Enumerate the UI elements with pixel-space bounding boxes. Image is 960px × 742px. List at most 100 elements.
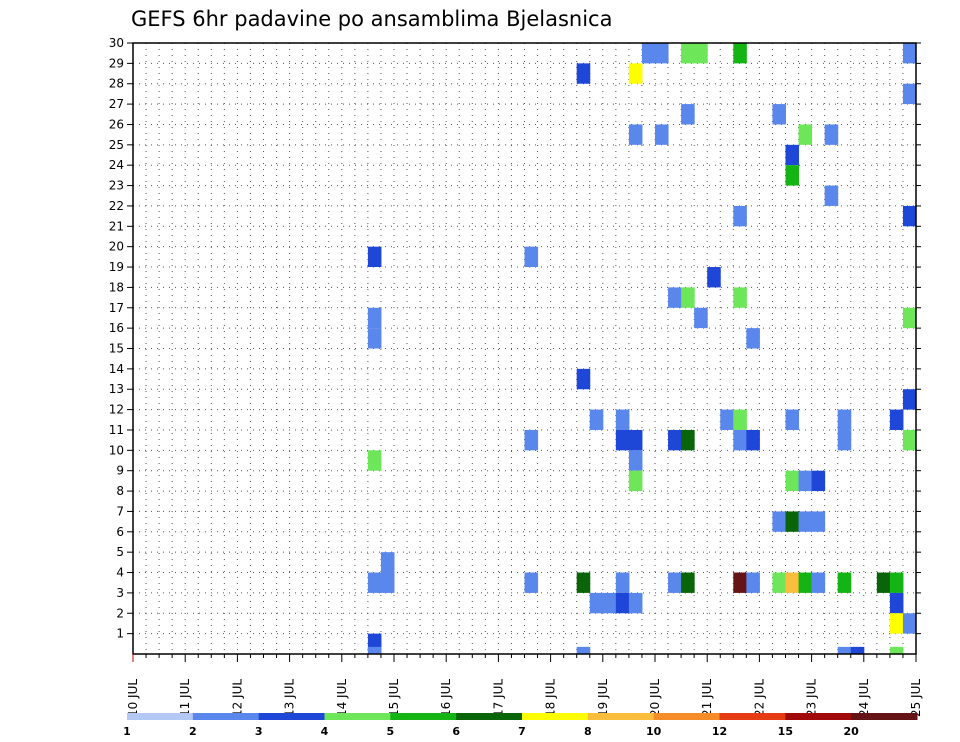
legend-swatch	[522, 713, 589, 720]
legend-label: 10	[646, 725, 662, 738]
x-tick-label: 16 JUL	[439, 679, 453, 717]
heatmap-cell	[694, 307, 708, 329]
heatmap-cell	[380, 572, 395, 593]
heatmap-cell	[681, 43, 695, 64]
heatmap-cell	[772, 511, 786, 532]
y-tick-label: 12	[109, 403, 124, 417]
heatmap-cell	[615, 592, 630, 614]
x-tick-label: 10 JUL	[126, 679, 140, 717]
y-tick-label: 5	[116, 545, 124, 559]
heatmap-cell	[628, 592, 643, 614]
heatmap-cell	[824, 124, 839, 145]
heatmap-cell	[902, 205, 917, 227]
heatmap-cell	[746, 429, 760, 451]
y-tick-label: 10	[109, 443, 124, 457]
x-tick-label: 23 JUL	[805, 679, 819, 717]
legend-label: 8	[584, 725, 592, 738]
legend-label: 15	[778, 725, 793, 738]
heatmap-cell	[798, 511, 813, 532]
heatmap-cell	[837, 409, 852, 430]
heatmap-cell	[367, 450, 382, 471]
x-tick-label: 18 JUL	[544, 679, 558, 717]
y-tick-label: 3	[116, 586, 124, 600]
heatmap-cell	[733, 409, 747, 430]
heatmap-cell	[889, 592, 904, 614]
heatmap-cell	[524, 572, 539, 593]
heatmap-cell	[602, 592, 617, 614]
heatmap-cell	[367, 328, 382, 349]
legend-label: 1	[123, 725, 131, 738]
x-tick-label: 17 JUL	[491, 679, 505, 717]
heatmap-cell	[902, 307, 917, 329]
heatmap-cell	[811, 470, 826, 492]
x-axis-ticks: 10 JUL 11 JUL 12 JUL 13 JUL 14 JUL 15 JUL 16 J…	[126, 654, 923, 717]
y-tick-label: 11	[109, 423, 124, 437]
y-tick-label: 17	[109, 301, 124, 315]
heatmap-cell	[785, 470, 800, 492]
heatmap-cell	[628, 429, 643, 451]
y-tick-label: 29	[109, 56, 124, 70]
heatmap-cell	[367, 307, 382, 329]
y-tick-label: 13	[109, 382, 124, 396]
heatmap-cell	[707, 267, 721, 288]
x-tick-label: 20 JUL	[648, 679, 662, 717]
heatmap-cell	[798, 572, 813, 593]
x-tick-label: 24 JUL	[857, 679, 871, 717]
heatmap-cell	[837, 646, 852, 654]
color-scale-legend: 1 2 3 4 5 6 7 8 10 12 15 20	[123, 713, 918, 738]
heatmap-cell	[837, 572, 852, 593]
legend-label: 2	[189, 725, 197, 738]
heatmap-cell	[668, 429, 682, 451]
legend-label: 5	[387, 725, 395, 738]
y-tick-label: 7	[116, 504, 124, 518]
heatmap-cell	[733, 287, 747, 308]
legend-swatch	[390, 713, 457, 720]
heatmap-cell	[876, 572, 891, 593]
heatmap-cell	[785, 572, 800, 593]
heatmap-cell	[733, 429, 747, 451]
legend-label: 4	[321, 725, 329, 738]
heatmap-cell	[889, 409, 904, 430]
legend-label: 3	[255, 725, 263, 738]
y-tick-label: 9	[116, 464, 124, 478]
y-tick-label: 15	[109, 342, 124, 356]
y-tick-label: 26	[109, 117, 124, 131]
heatmap-cell	[628, 470, 643, 492]
heatmap-cell	[655, 124, 669, 145]
heatmap-cell	[589, 409, 604, 430]
heatmap-cell	[628, 124, 643, 145]
heatmap-cell	[524, 429, 539, 451]
y-axis-ticks: 1234567891011121314151617181920212223242…	[109, 36, 921, 641]
legend-swatch	[127, 713, 194, 720]
legend-label: 6	[452, 725, 460, 738]
x-tick-label: 22 JUL	[752, 679, 766, 717]
heatmap-cell	[681, 104, 695, 125]
heatmap-cell	[902, 429, 917, 451]
heatmap-cell	[785, 165, 800, 186]
y-tick-label: 21	[109, 219, 124, 233]
heatmap-cell	[628, 63, 643, 84]
heatmap-cell	[641, 43, 656, 64]
heatmap-cell	[380, 552, 395, 573]
y-tick-label: 19	[109, 260, 124, 274]
heatmap-cell	[615, 429, 630, 451]
heatmap-cell	[902, 83, 917, 105]
legend-label: 12	[712, 725, 727, 738]
heatmap-cell	[798, 124, 813, 145]
y-tick-label: 16	[109, 321, 124, 335]
y-tick-label: 2	[116, 606, 124, 620]
heatmap-cell	[367, 572, 382, 593]
heatmap-cell	[889, 613, 904, 634]
heatmap-cell	[746, 328, 760, 349]
heatmap-cell	[785, 511, 800, 532]
y-tick-label: 27	[109, 97, 124, 111]
heatmap-cell	[576, 646, 591, 654]
legend-swatch	[324, 713, 391, 720]
y-tick-label: 14	[109, 362, 124, 376]
heatmap-cell	[746, 572, 760, 593]
heatmap-cell	[824, 185, 839, 206]
x-tick-label: 21 JUL	[700, 679, 714, 717]
heatmap-cell	[367, 246, 382, 268]
y-tick-label: 25	[109, 138, 124, 152]
heatmap-cell	[628, 450, 643, 471]
